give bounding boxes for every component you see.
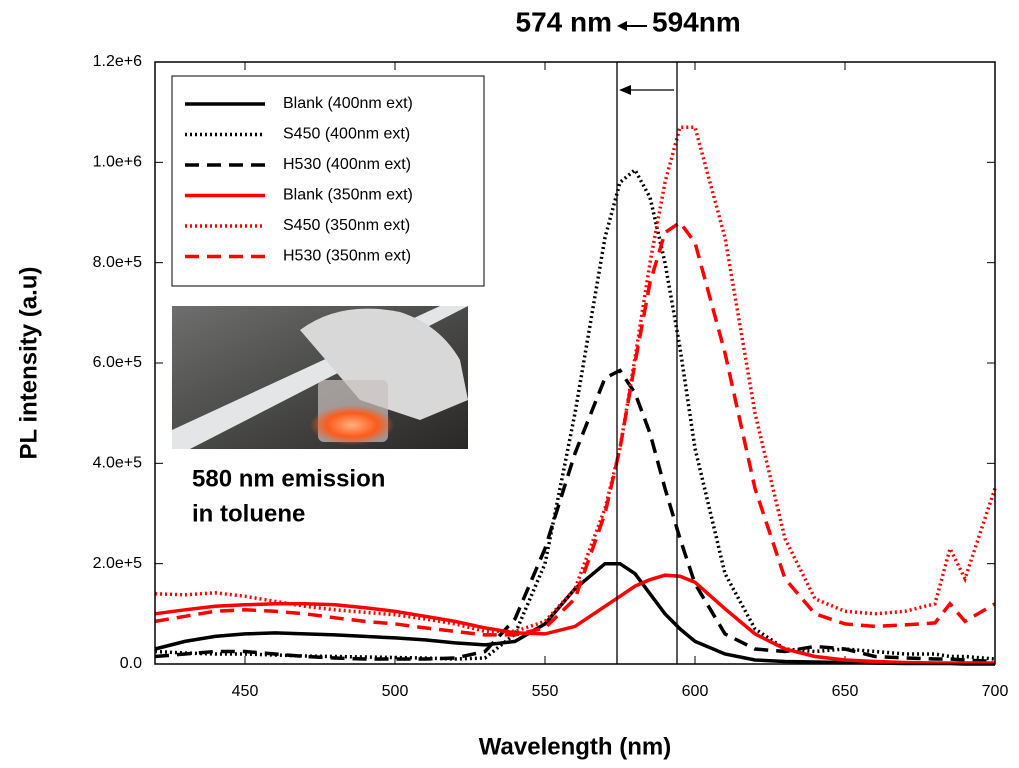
plot-frame: [154, 61, 996, 665]
x-tick-label: 600: [682, 683, 709, 700]
y-tick-label: 2.0e+5: [93, 555, 142, 572]
plot-area: Blank (400nm ext) S450 (400nm ext) H530 (4…: [154, 61, 997, 666]
title-right: 594nm: [652, 6, 741, 37]
y-tick-label: 6.0e+5: [93, 354, 142, 371]
series-line: [154, 368, 996, 664]
y-tick-label: 4.0e+5: [93, 455, 142, 472]
x-tick-label: 450: [232, 683, 259, 700]
inset-photo: [172, 306, 468, 449]
y-tick-label: 0.0: [120, 655, 142, 672]
annotation: in toluene: [192, 500, 305, 527]
y-axis-title: PL intensity (a.u): [15, 267, 42, 460]
legend-label: H530 (400nm ext): [283, 156, 411, 173]
legend-label: H530 (350nm ext): [283, 248, 411, 265]
y-tick-label: 1.0e+6: [93, 154, 142, 171]
legend-label: Blank (400nm ext): [283, 95, 413, 112]
series-line: [154, 220, 996, 637]
legend-label: S450 (400nm ext): [283, 126, 410, 143]
title-left: 574 nm: [516, 6, 613, 37]
y-tick-label: 8.0e+5: [93, 254, 142, 271]
x-tick-label: 650: [832, 683, 859, 700]
legend-label: Blank (350nm ext): [283, 187, 413, 204]
series-line: [154, 561, 995, 666]
series-line: [154, 573, 995, 665]
series-line: [154, 125, 997, 634]
x-axis-title: Wavelength (nm): [479, 733, 671, 760]
x-tick-label: 500: [382, 683, 409, 700]
legend: Blank (400nm ext) S450 (400nm ext) H530 (4…: [171, 75, 485, 287]
title-arrow: [617, 21, 647, 31]
legend-box: [171, 75, 485, 287]
legend-label: S450 (350nm ext): [283, 217, 410, 234]
x-tick-label: 550: [532, 683, 559, 700]
x-tick-label: 700: [982, 683, 1009, 700]
shift-arrow-head: [619, 85, 631, 95]
y-tick-label: 1.2e+6: [93, 53, 142, 70]
annotation: 580 nm emission: [192, 465, 385, 492]
